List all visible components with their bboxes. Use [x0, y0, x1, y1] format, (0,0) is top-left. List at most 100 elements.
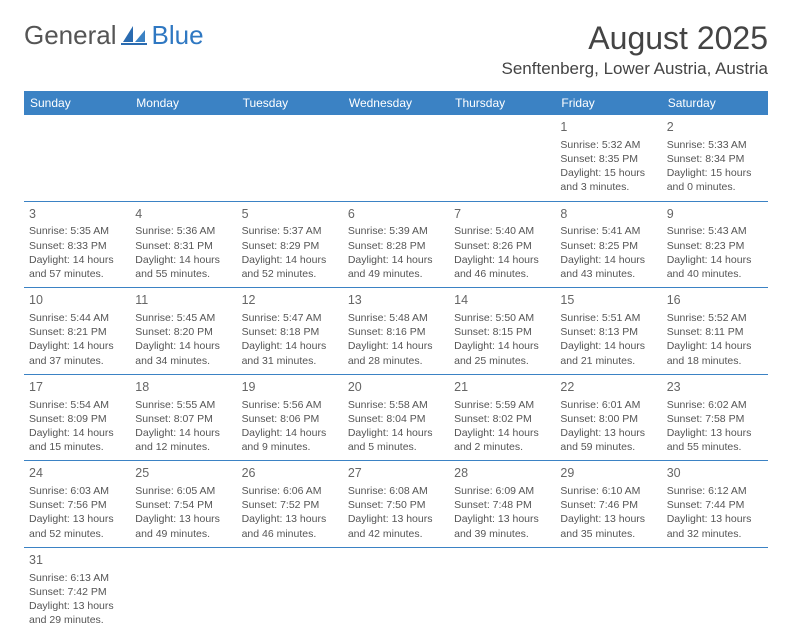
calendar-cell: 6Sunrise: 5:39 AMSunset: 8:28 PMDaylight…	[343, 201, 449, 288]
day-number: 17	[29, 379, 125, 396]
day-number: 22	[560, 379, 656, 396]
sunrise-text: Sunrise: 6:13 AM	[29, 571, 125, 585]
day-number: 24	[29, 465, 125, 482]
daylight-text: Daylight: 14 hours and 46 minutes.	[454, 253, 550, 281]
sunset-text: Sunset: 7:44 PM	[667, 498, 763, 512]
calendar-cell: 10Sunrise: 5:44 AMSunset: 8:21 PMDayligh…	[24, 288, 130, 375]
weekday-header: Saturday	[662, 91, 768, 115]
calendar-row: 3Sunrise: 5:35 AMSunset: 8:33 PMDaylight…	[24, 201, 768, 288]
sunrise-text: Sunrise: 5:56 AM	[242, 398, 338, 412]
calendar-cell: 11Sunrise: 5:45 AMSunset: 8:20 PMDayligh…	[130, 288, 236, 375]
calendar-cell	[343, 547, 449, 633]
daylight-text: Daylight: 14 hours and 52 minutes.	[242, 253, 338, 281]
calendar-row: 17 Sunrise: 5:54 AMSunset: 8:09 PM Dayligh…	[24, 374, 768, 461]
sunrise-text: Sunrise: 5:39 AM	[348, 224, 444, 238]
sunrise-text: Sunrise: 5:48 AM	[348, 311, 444, 325]
sunrise-text: Sunrise: 5:52 AM	[667, 311, 763, 325]
day-number: 6	[348, 206, 444, 223]
day-number: 11	[135, 292, 231, 309]
calendar-cell	[130, 547, 236, 633]
sunset-text: Sunset: 8:25 PM	[560, 239, 656, 253]
sunset-text: Sunset: 7:52 PM	[242, 498, 338, 512]
logo-text-general: General	[24, 20, 117, 51]
calendar-cell: 4Sunrise: 5:36 AMSunset: 8:31 PMDaylight…	[130, 201, 236, 288]
calendar-cell: 3Sunrise: 5:35 AMSunset: 8:33 PMDaylight…	[24, 201, 130, 288]
calendar-cell: 14 Sunrise: 5:50 AMSunset: 8:15 PMDayligh…	[449, 288, 555, 375]
calendar-cell: 19Sunrise: 5:56 AMSunset: 8:06 PMDayligh…	[237, 374, 343, 461]
day-number: 27	[348, 465, 444, 482]
day-number: 2	[667, 119, 763, 136]
sunset-text: Sunset: 8:00 PM	[560, 412, 656, 426]
sunset-text: Sunset: 8:16 PM	[348, 325, 444, 339]
calendar-cell: 26 Sunrise: 6:06 AMSunset: 7:52 PMDayligh…	[237, 461, 343, 548]
day-number: 3	[29, 206, 125, 223]
weekday-header: Friday	[555, 91, 661, 115]
sunset-text: Sunset: 8:18 PM	[242, 325, 338, 339]
sunrise-text: Sunrise: 5:58 AM	[348, 398, 444, 412]
sunrise-text: Sunrise: 5:41 AM	[560, 224, 656, 238]
calendar-cell	[237, 115, 343, 201]
day-number: 1	[560, 119, 656, 136]
calendar-cell: 9Sunrise: 5:43 AMSunset: 8:23 PMDaylight…	[662, 201, 768, 288]
daylight-text: Daylight: 13 hours and 46 minutes.	[242, 512, 338, 540]
calendar-cell: 12Sunrise: 5:47 AMSunset: 8:18 PMDayligh…	[237, 288, 343, 375]
day-number: 26	[242, 465, 338, 482]
sunrise-text: Sunrise: 5:50 AM	[454, 311, 550, 325]
sunset-text: Sunset: 8:09 PM	[29, 412, 125, 426]
sunrise-text: Sunrise: 5:37 AM	[242, 224, 338, 238]
daylight-text: Daylight: 13 hours and 59 minutes.	[560, 426, 656, 454]
sunset-text: Sunset: 7:56 PM	[29, 498, 125, 512]
calendar-cell	[130, 115, 236, 201]
calendar-cell	[343, 115, 449, 201]
sunrise-text: Sunrise: 6:10 AM	[560, 484, 656, 498]
day-number: 10	[29, 292, 125, 309]
daylight-text: Daylight: 14 hours and 43 minutes.	[560, 253, 656, 281]
sunrise-text: Sunrise: 5:32 AM	[560, 138, 656, 152]
sunset-text: Sunset: 8:04 PM	[348, 412, 444, 426]
daylight-text: Daylight: 14 hours and 57 minutes.	[29, 253, 125, 281]
sunset-text: Sunset: 7:46 PM	[560, 498, 656, 512]
calendar-cell: 8Sunrise: 5:41 AMSunset: 8:25 PMDaylight…	[555, 201, 661, 288]
day-number: 23	[667, 379, 763, 396]
sunrise-text: Sunrise: 6:06 AM	[242, 484, 338, 498]
daylight-text: Daylight: 14 hours and 25 minutes.	[454, 339, 550, 367]
sunrise-text: Sunrise: 6:12 AM	[667, 484, 763, 498]
daylight-text: Daylight: 14 hours and 18 minutes.	[667, 339, 763, 367]
calendar-cell: 31Sunrise: 6:13 AMSunset: 7:42 PMDayligh…	[24, 547, 130, 633]
day-number: 9	[667, 206, 763, 223]
day-number: 14	[454, 292, 550, 309]
calendar-cell: 28Sunrise: 6:09 AMSunset: 7:48 PMDayligh…	[449, 461, 555, 548]
sunrise-text: Sunrise: 6:09 AM	[454, 484, 550, 498]
weekday-header-row: SundayMondayTuesdayWednesdayThursdayFrid…	[24, 91, 768, 115]
day-number: 12	[242, 292, 338, 309]
sunset-text: Sunset: 8:15 PM	[454, 325, 550, 339]
sunset-text: Sunset: 8:11 PM	[667, 325, 763, 339]
day-number: 19	[242, 379, 338, 396]
sunset-text: Sunset: 8:21 PM	[29, 325, 125, 339]
daylight-text: Daylight: 14 hours and 34 minutes.	[135, 339, 231, 367]
daylight-text: Daylight: 15 hours and 3 minutes.	[560, 166, 656, 194]
daylight-text: Daylight: 14 hours and 5 minutes.	[348, 426, 444, 454]
sunrise-text: Sunrise: 5:55 AM	[135, 398, 231, 412]
calendar-cell: 29Sunrise: 6:10 AMSunset: 7:46 PMDayligh…	[555, 461, 661, 548]
calendar-cell: 24Sunrise: 6:03 AMSunset: 7:56 PMDayligh…	[24, 461, 130, 548]
logo-text-blue: Blue	[152, 20, 204, 51]
calendar-cell: 20Sunrise: 5:58 AMSunset: 8:04 PMDayligh…	[343, 374, 449, 461]
sunrise-text: Sunrise: 5:35 AM	[29, 224, 125, 238]
calendar-cell: 18Sunrise: 5:55 AMSunset: 8:07 PMDayligh…	[130, 374, 236, 461]
sunrise-text: Sunrise: 5:40 AM	[454, 224, 550, 238]
sunset-text: Sunset: 8:26 PM	[454, 239, 550, 253]
sunset-text: Sunset: 7:42 PM	[29, 585, 125, 599]
sunrise-text: Sunrise: 5:54 AM	[29, 398, 125, 412]
calendar-cell: 23Sunrise: 6:02 AMSunset: 7:58 PMDayligh…	[662, 374, 768, 461]
calendar-cell: 2Sunrise: 5:33 AMSunset: 8:34 PMDaylight…	[662, 115, 768, 201]
sunrise-text: Sunrise: 5:45 AM	[135, 311, 231, 325]
weekday-header: Tuesday	[237, 91, 343, 115]
calendar-cell: 27Sunrise: 6:08 AMSunset: 7:50 PMDayligh…	[343, 461, 449, 548]
header: General Blue August 2025 Senftenberg, Lo…	[24, 20, 768, 79]
daylight-text: Daylight: 14 hours and 12 minutes.	[135, 426, 231, 454]
calendar-table: SundayMondayTuesdayWednesdayThursdayFrid…	[24, 91, 768, 633]
daylight-text: Daylight: 14 hours and 9 minutes.	[242, 426, 338, 454]
logo-sail-icon	[121, 24, 149, 51]
calendar-cell: 16Sunrise: 5:52 AMSunset: 8:11 PMDayligh…	[662, 288, 768, 375]
